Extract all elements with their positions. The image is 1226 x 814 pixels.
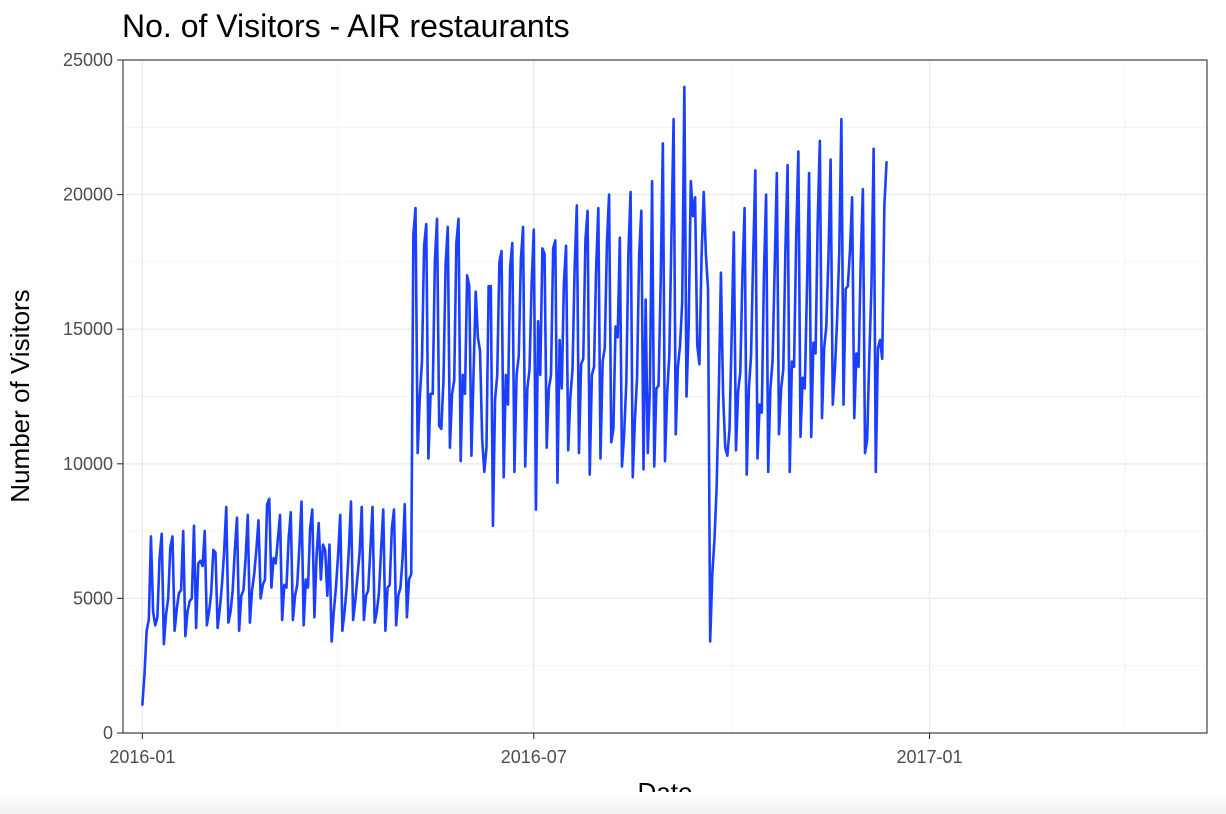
y-tick-label: 10000 [63,454,113,474]
plot-panel [122,59,1208,734]
x-tick-label: 2017-01 [897,747,963,767]
y-tick-label: 0 [103,723,113,743]
y-axis-title: Number of Visitors [5,289,35,502]
x-tick-label: 2016-07 [501,747,567,767]
y-axis: 0 5000 10000 15000 20000 25000 [63,50,123,743]
x-tick-label: 2016-01 [109,747,175,767]
y-tick-label: 20000 [63,185,113,205]
panel-border [122,59,1208,734]
y-tick-label: 25000 [63,50,113,70]
y-tick-label: 15000 [63,319,113,339]
x-axis: 2016-01 2016-07 2017-01 [109,733,963,767]
series-line [141,85,888,707]
chart-title: No. of Visitors - AIR restaurants [122,8,570,44]
window-bottom-edge [0,792,1226,814]
y-tick-label: 5000 [73,588,113,608]
